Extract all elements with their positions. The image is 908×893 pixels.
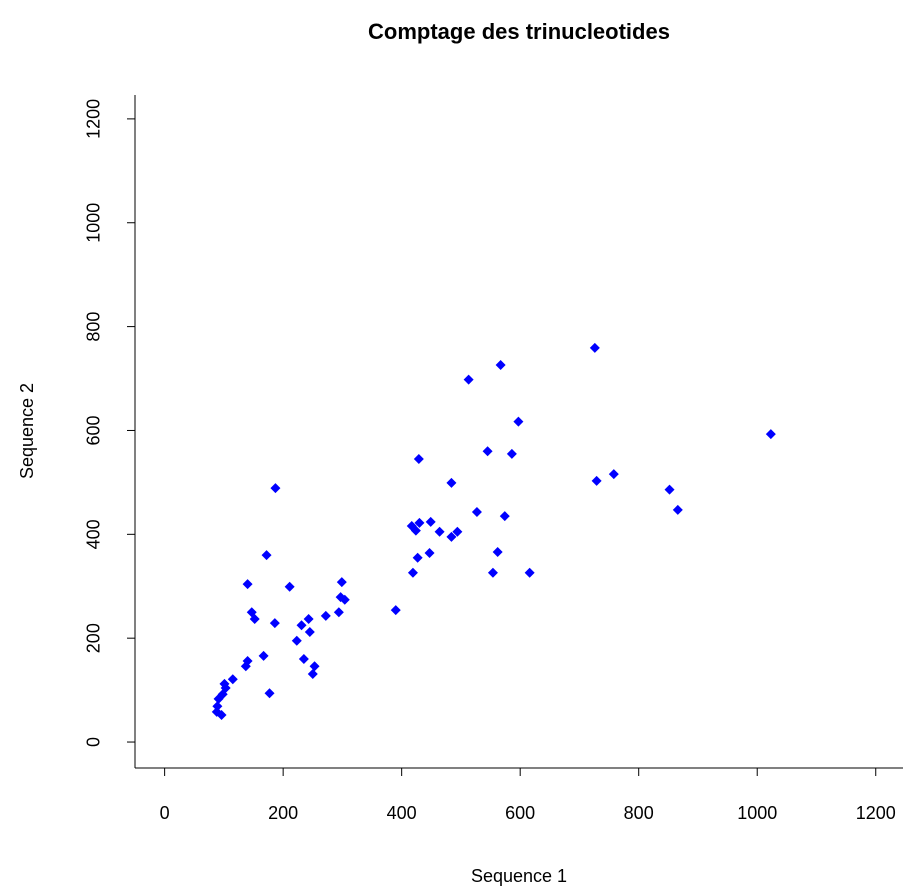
x-tick-label: 0 bbox=[160, 803, 170, 823]
y-tick-label: 1000 bbox=[84, 203, 104, 243]
point bbox=[664, 484, 675, 495]
x-tick-label: 1000 bbox=[737, 803, 777, 823]
point bbox=[591, 475, 602, 486]
point bbox=[216, 710, 227, 721]
y-tick-label: 1200 bbox=[84, 99, 104, 139]
point bbox=[303, 613, 314, 624]
point bbox=[213, 693, 224, 704]
point bbox=[672, 504, 683, 515]
point bbox=[410, 525, 421, 536]
point bbox=[284, 581, 295, 592]
point bbox=[242, 579, 253, 590]
point bbox=[452, 526, 463, 537]
point bbox=[765, 429, 776, 440]
point bbox=[492, 546, 503, 557]
point bbox=[407, 567, 418, 578]
point bbox=[513, 416, 524, 427]
point bbox=[258, 650, 269, 661]
point bbox=[227, 674, 238, 685]
point bbox=[307, 669, 318, 680]
point bbox=[246, 607, 257, 618]
y-tick-label: 200 bbox=[84, 623, 104, 653]
point bbox=[296, 620, 307, 631]
point bbox=[499, 511, 510, 522]
point bbox=[487, 567, 498, 578]
point bbox=[446, 477, 457, 488]
point bbox=[333, 607, 344, 618]
y-axis-label: Sequence 2 bbox=[17, 383, 37, 479]
point bbox=[240, 661, 251, 672]
x-tick-label: 600 bbox=[505, 803, 535, 823]
y-tick-label: 400 bbox=[84, 519, 104, 549]
point bbox=[414, 517, 425, 528]
point bbox=[212, 701, 223, 712]
point bbox=[524, 567, 535, 578]
point bbox=[434, 526, 445, 537]
point bbox=[264, 688, 275, 699]
x-tick-label: 200 bbox=[268, 803, 298, 823]
x-tick-label: 1200 bbox=[856, 803, 896, 823]
x-axis-label: Sequence 1 bbox=[471, 866, 567, 886]
point bbox=[446, 531, 457, 542]
point bbox=[425, 516, 436, 527]
point bbox=[589, 342, 600, 353]
y-tick-label: 800 bbox=[84, 312, 104, 342]
point bbox=[608, 469, 619, 480]
y-tick-label: 0 bbox=[84, 737, 104, 747]
point bbox=[309, 661, 320, 672]
point bbox=[291, 635, 302, 646]
point bbox=[482, 446, 493, 457]
point bbox=[495, 360, 506, 371]
point bbox=[506, 448, 517, 459]
point bbox=[471, 506, 482, 517]
point bbox=[390, 605, 401, 616]
x-tick-label: 800 bbox=[624, 803, 654, 823]
point bbox=[424, 548, 435, 559]
point bbox=[304, 626, 315, 637]
point bbox=[269, 618, 280, 629]
x-tick-label: 400 bbox=[387, 803, 417, 823]
point bbox=[270, 483, 281, 494]
point bbox=[412, 552, 423, 563]
point bbox=[339, 594, 350, 605]
point bbox=[463, 374, 474, 385]
point bbox=[249, 613, 260, 624]
point bbox=[298, 653, 309, 664]
point bbox=[261, 550, 272, 561]
y-tick-label: 600 bbox=[84, 415, 104, 445]
point bbox=[413, 454, 424, 465]
point bbox=[336, 577, 347, 588]
point bbox=[320, 610, 331, 621]
chart-title: Comptage des trinucleotides bbox=[368, 19, 670, 44]
